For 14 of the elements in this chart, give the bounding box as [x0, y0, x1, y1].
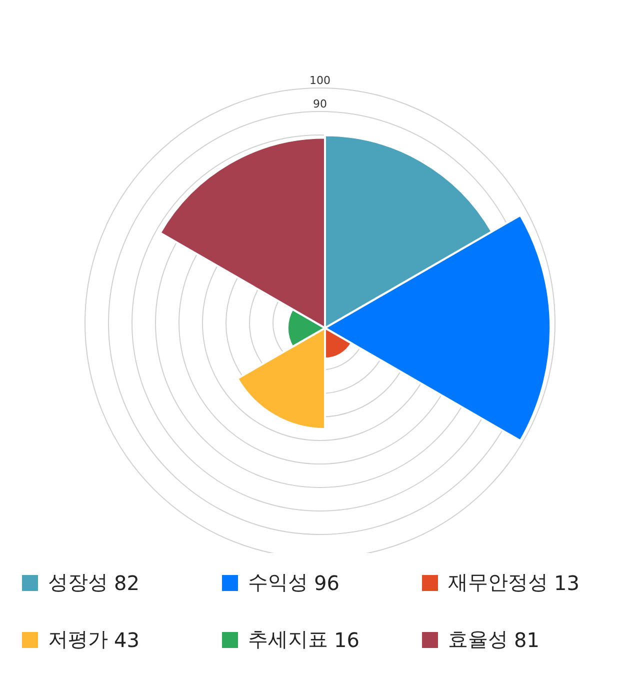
- category-label: 재무안정성: [448, 569, 548, 596]
- data-label: 13: [554, 570, 580, 594]
- data-label: 82: [114, 570, 140, 594]
- data-label: 16: [334, 628, 360, 652]
- data-label: 43: [114, 628, 140, 652]
- data-label: 96: [314, 570, 340, 594]
- category-label: 수익성: [248, 569, 308, 596]
- category-label: 추세지표: [248, 626, 328, 653]
- text: 100: [310, 74, 330, 87]
- text: 90: [313, 98, 327, 110]
- category-label: 성장성: [48, 569, 108, 596]
- category-label: 효율성: [448, 626, 508, 653]
- category-label: 저평가: [48, 626, 108, 653]
- data-label: 81: [514, 628, 540, 652]
